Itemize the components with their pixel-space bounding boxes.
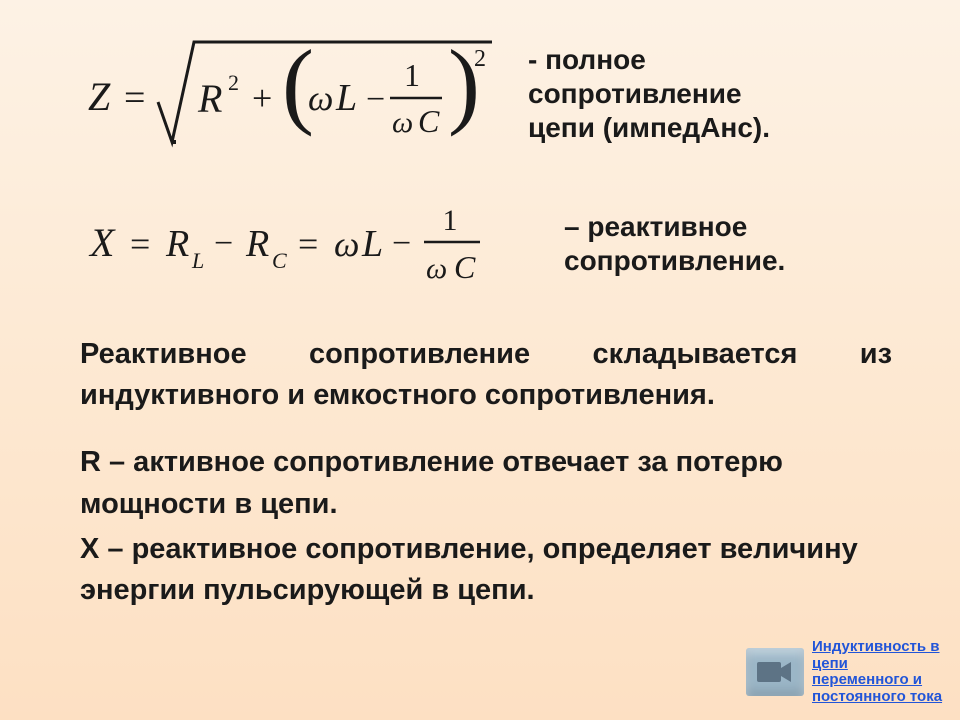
svg-text:=: = — [298, 224, 318, 264]
impedance-desc-l1: - полное — [528, 43, 770, 77]
svg-text:C: C — [272, 248, 287, 273]
svg-text:ω: ω — [392, 106, 413, 139]
paragraph-1: Реактивное сопротивление складывается из… — [80, 334, 892, 416]
reactance-desc-l2: сопротивление. — [564, 244, 785, 278]
video-camera-icon — [746, 648, 804, 696]
svg-text:R: R — [245, 223, 269, 265]
svg-text:=: = — [124, 77, 145, 119]
impedance-desc-l2: сопротивление — [528, 77, 770, 111]
reactance-formula: X = R L − R C = ω L − 1 ω — [80, 196, 536, 292]
svg-text:+: + — [252, 78, 272, 118]
impedance-desc-l3: цепи (импедАнс). — [528, 111, 770, 145]
video-link-label[interactable]: Индуктивность в цепи переменного и посто… — [812, 639, 946, 706]
impedance-formula: Z = R 2 + ( ) ω L — [80, 24, 500, 164]
slide: Z = R 2 + ( ) ω L — [0, 0, 960, 720]
svg-text:1: 1 — [443, 204, 458, 237]
svg-text:R: R — [197, 76, 222, 121]
svg-text:ω: ω — [308, 78, 333, 118]
reactance-desc-l1: – реактивное — [564, 210, 785, 244]
svg-text:C: C — [418, 103, 440, 139]
svg-text:X: X — [88, 220, 116, 265]
svg-text:=: = — [130, 224, 150, 264]
svg-text:ω: ω — [334, 224, 359, 264]
svg-text:−: − — [366, 81, 385, 118]
svg-text:L: L — [335, 77, 357, 119]
svg-text:L: L — [361, 223, 383, 265]
svg-text:R: R — [165, 223, 189, 265]
paragraph-2: R – активное сопротивление отвечает за п… — [80, 442, 892, 524]
video-link-widget[interactable]: Индуктивность в цепи переменного и посто… — [746, 639, 946, 706]
reactance-desc: – реактивное сопротивление. — [564, 210, 785, 278]
impedance-desc: - полное сопротивление цепи (импедАнс). — [528, 43, 770, 145]
svg-text:1: 1 — [404, 57, 420, 93]
svg-text:−: − — [392, 225, 411, 262]
svg-text:2: 2 — [474, 46, 486, 72]
reactance-row: X = R L − R C = ω L − 1 ω — [80, 196, 912, 292]
svg-text:L: L — [191, 248, 204, 273]
svg-text:C: C — [454, 249, 476, 285]
svg-text:Z: Z — [88, 74, 111, 119]
svg-text:−: − — [214, 225, 233, 262]
paragraph-3: X – реактивное сопротивление, определяет… — [80, 529, 892, 611]
impedance-row: Z = R 2 + ( ) ω L — [80, 24, 912, 164]
svg-text:ω: ω — [426, 252, 447, 285]
formula-block: Z = R 2 + ( ) ω L — [80, 24, 912, 292]
svg-text:2: 2 — [228, 70, 239, 95]
body-text: Реактивное сопротивление складывается из… — [80, 334, 912, 611]
